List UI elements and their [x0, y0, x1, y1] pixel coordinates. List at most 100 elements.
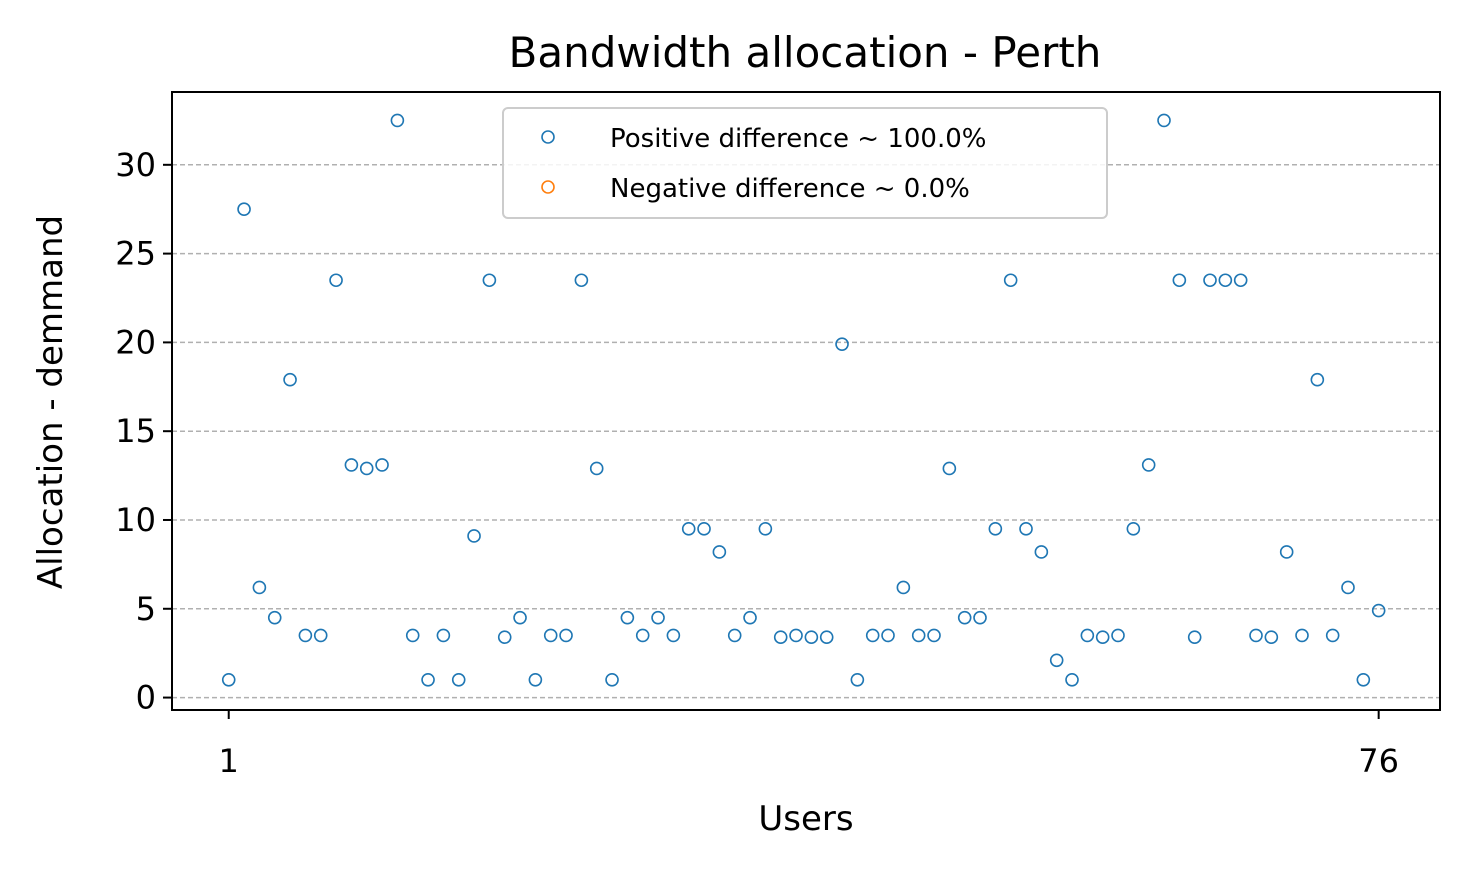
data-point	[758, 522, 773, 536]
data-point	[1141, 458, 1156, 472]
data-point	[221, 673, 236, 687]
data-point	[313, 628, 328, 643]
data-point	[1157, 113, 1171, 128]
x-axis-label: Users	[758, 799, 853, 839]
data-point	[988, 522, 1003, 536]
data-point	[1325, 628, 1340, 643]
data-point	[727, 628, 742, 643]
data-point	[1264, 630, 1279, 644]
data-point	[1203, 273, 1217, 288]
data-point	[528, 673, 543, 687]
data-point	[605, 673, 619, 687]
y-tick-label: 10	[115, 501, 156, 539]
y-tick-label: 20	[115, 323, 156, 361]
data-point	[1126, 522, 1141, 536]
data-point	[467, 529, 481, 543]
chart-title: Bandwidth allocation - Perth	[509, 28, 1102, 77]
data-point	[620, 610, 635, 625]
legend: Positive difference ~ 100.0% Negative di…	[502, 107, 1108, 219]
data-point	[574, 273, 589, 288]
data-point	[405, 628, 420, 643]
data-point	[804, 630, 819, 644]
data-point	[666, 628, 681, 643]
data-point	[1049, 653, 1064, 668]
data-point	[451, 673, 466, 687]
data-point	[543, 628, 558, 643]
data-point	[344, 458, 359, 472]
data-point	[1065, 673, 1079, 687]
data-point	[329, 273, 343, 288]
y-tick-label: 30	[115, 146, 156, 184]
x-tick-label: 1	[219, 742, 239, 780]
data-point	[942, 461, 957, 476]
x-axis-ticks: 1 76	[219, 710, 1399, 780]
grid-lines	[172, 164, 1440, 699]
y-tick-label: 5	[136, 590, 156, 628]
data-point	[1172, 273, 1187, 288]
data-point	[789, 628, 803, 643]
data-point	[957, 610, 972, 625]
data-point	[1111, 628, 1125, 643]
data-point	[482, 273, 497, 288]
legend-marker-positive	[541, 130, 555, 144]
data-point	[497, 630, 512, 644]
y-axis-ticks: 0 5 10 15 20 25 30	[115, 146, 172, 717]
data-point	[283, 372, 297, 387]
data-point	[773, 630, 788, 644]
data-point	[1341, 580, 1355, 595]
legend-label-negative: Negative difference ~ 0.0%	[610, 174, 970, 204]
data-point	[1310, 372, 1325, 387]
data-point	[1295, 628, 1309, 643]
data-point	[973, 610, 987, 625]
data-point	[1034, 545, 1049, 559]
data-point	[589, 461, 604, 476]
x-tick-label: 76	[1358, 742, 1399, 780]
data-point	[237, 202, 251, 217]
data-point	[1279, 545, 1294, 559]
data-point	[697, 522, 711, 536]
data-point	[743, 610, 757, 625]
data-point	[835, 337, 849, 351]
data-point	[865, 628, 880, 643]
data-point	[681, 522, 696, 536]
data-point	[712, 545, 727, 559]
data-point	[1187, 630, 1202, 644]
data-point	[1003, 273, 1018, 288]
data-point	[359, 461, 374, 476]
data-point	[1356, 673, 1371, 687]
data-point	[559, 628, 573, 643]
data-point	[375, 458, 389, 472]
data-point	[896, 580, 911, 595]
data-point	[1218, 273, 1233, 288]
data-point	[436, 628, 451, 643]
data-point	[1233, 273, 1248, 288]
data-points	[221, 113, 1386, 687]
data-point	[390, 113, 405, 128]
plot-area-frame	[171, 91, 1441, 711]
data-point	[927, 628, 941, 643]
y-tick-label: 0	[136, 679, 156, 717]
y-axis-label: Allocation - demmand	[31, 215, 71, 589]
data-point	[1095, 630, 1110, 644]
data-point	[513, 610, 527, 625]
data-point	[850, 673, 865, 687]
data-point	[1371, 603, 1386, 618]
data-point	[635, 628, 650, 643]
data-point	[298, 628, 313, 643]
y-tick-label: 15	[115, 412, 156, 450]
data-point	[911, 628, 926, 643]
legend-box	[502, 107, 1108, 219]
data-point	[1019, 522, 1033, 536]
data-point	[267, 610, 282, 625]
legend-marker-negative	[541, 180, 555, 194]
legend-label-positive: Positive difference ~ 100.0%	[610, 124, 986, 154]
y-tick-label: 25	[115, 235, 156, 273]
data-point	[252, 580, 267, 595]
data-point	[651, 610, 665, 625]
data-point	[819, 630, 834, 644]
data-point	[881, 628, 895, 643]
data-point	[1249, 628, 1263, 643]
data-point	[421, 673, 435, 687]
data-point	[1080, 628, 1095, 643]
